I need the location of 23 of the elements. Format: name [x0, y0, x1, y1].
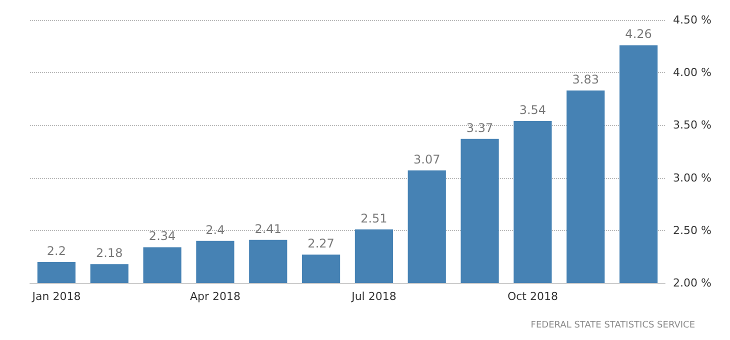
y-tick-label: 3.50 % — [673, 118, 712, 132]
data-label: 2.27 — [308, 236, 334, 251]
x-tick-label: Jan 2018 — [31, 290, 81, 303]
x-tick-label: Oct 2018 — [507, 290, 558, 303]
y-tick-label: 2.00 % — [673, 276, 712, 290]
data-label: 4.26 — [625, 27, 652, 42]
data-label: 2.51 — [360, 211, 388, 226]
data-label: 3.07 — [414, 152, 440, 166]
data-label: 2.4 — [206, 222, 225, 237]
x-tick-label: Jul 2018 — [350, 290, 396, 303]
y-tick-label: 2.50 % — [673, 224, 712, 237]
text: FEDERAL STATE STATISTICS SERVICE — [530, 320, 696, 330]
data-label: 2.2 — [46, 244, 66, 258]
data-label: 3.54 — [519, 102, 546, 117]
x-tick-label: Apr 2018 — [190, 290, 240, 303]
data-label: 3.37 — [466, 120, 494, 135]
data-label: 3.83 — [572, 72, 599, 86]
data-label: 2.34 — [148, 229, 176, 244]
data-label: 2.41 — [254, 222, 282, 236]
data-label: 2.18 — [96, 246, 123, 260]
y-tick-label: 3.00 % — [673, 171, 712, 184]
y-tick-label: 4.50 % — [673, 14, 712, 26]
y-tick-label: 4.00 % — [673, 66, 712, 80]
